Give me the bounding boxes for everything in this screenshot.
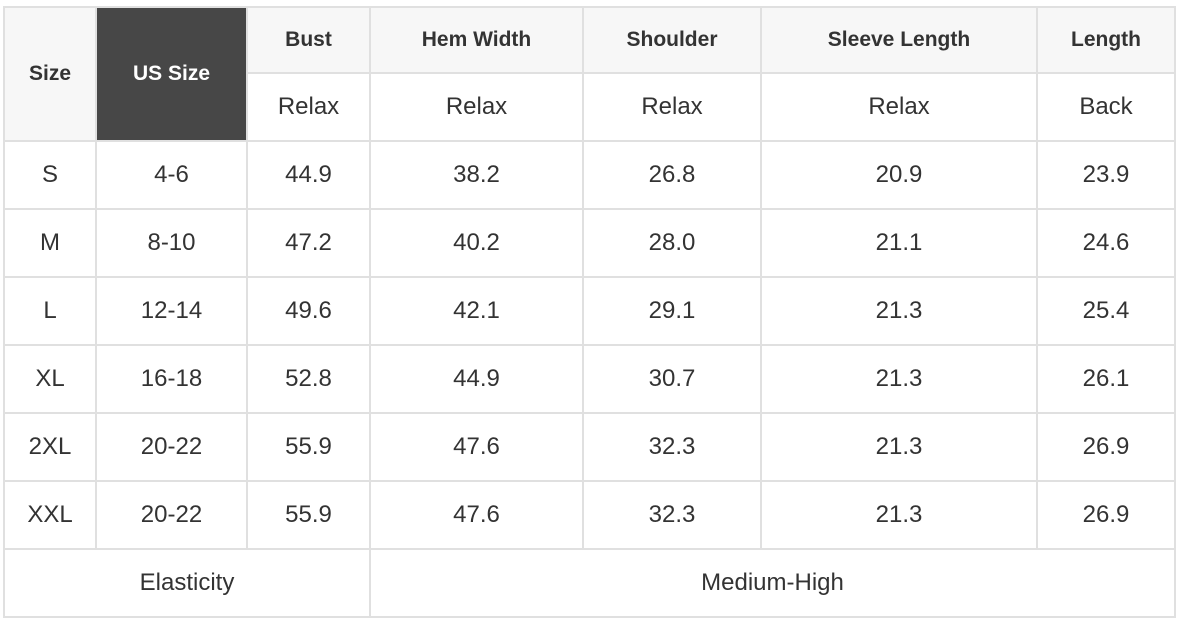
bust-cell: 44.9 (246, 140, 371, 210)
us-size-cell: 20-22 (95, 412, 248, 482)
length-subheader: Back (1036, 72, 1176, 142)
us-size-cell: 4-6 (95, 140, 248, 210)
table-row: M 8-10 47.2 40.2 28.0 21.1 24.6 (3, 208, 1176, 278)
size-chart-table: Size US Size Bust Hem Width Shoulder Sle… (3, 6, 1176, 618)
shoulder-cell: 28.0 (582, 208, 762, 278)
bust-cell: 49.6 (246, 276, 371, 346)
hem-width-cell: 47.6 (369, 412, 584, 482)
sleeve-length-cell: 20.9 (760, 140, 1038, 210)
us-size-header: US Size (95, 6, 248, 142)
elasticity-label: Elasticity (3, 548, 371, 618)
shoulder-subheader: Relax (582, 72, 762, 142)
size-cell: L (3, 276, 97, 346)
sleeve-length-cell: 21.1 (760, 208, 1038, 278)
hem-width-subheader: Relax (369, 72, 584, 142)
length-cell: 24.6 (1036, 208, 1176, 278)
size-cell: M (3, 208, 97, 278)
size-cell: XXL (3, 480, 97, 550)
hem-width-header: Hem Width (369, 6, 584, 74)
bust-header: Bust (246, 6, 371, 74)
length-cell: 26.9 (1036, 480, 1176, 550)
bust-subheader: Relax (246, 72, 371, 142)
sleeve-length-subheader: Relax (760, 72, 1038, 142)
length-cell: 25.4 (1036, 276, 1176, 346)
us-size-cell: 12-14 (95, 276, 248, 346)
header-row: Size US Size Bust Hem Width Shoulder Sle… (3, 6, 1176, 142)
length-header: Length (1036, 6, 1176, 74)
table-row: XL 16-18 52.8 44.9 30.7 21.3 26.1 (3, 344, 1176, 414)
sleeve-length-header: Sleeve Length (760, 6, 1038, 74)
hem-width-cell: 47.6 (369, 480, 584, 550)
us-size-cell: 16-18 (95, 344, 248, 414)
us-size-cell: 8-10 (95, 208, 248, 278)
hem-width-cell: 44.9 (369, 344, 584, 414)
shoulder-cell: 32.3 (582, 480, 762, 550)
table-row: 2XL 20-22 55.9 47.6 32.3 21.3 26.9 (3, 412, 1176, 482)
length-cell: 23.9 (1036, 140, 1176, 210)
table-row: S 4-6 44.9 38.2 26.8 20.9 23.9 (3, 140, 1176, 210)
elasticity-row: Elasticity Medium-High (3, 548, 1176, 618)
shoulder-header: Shoulder (582, 6, 762, 74)
bust-cell: 52.8 (246, 344, 371, 414)
sleeve-length-cell: 21.3 (760, 344, 1038, 414)
shoulder-cell: 30.7 (582, 344, 762, 414)
bust-cell: 55.9 (246, 412, 371, 482)
sleeve-length-cell: 21.3 (760, 412, 1038, 482)
shoulder-cell: 26.8 (582, 140, 762, 210)
elasticity-value: Medium-High (369, 548, 1176, 618)
hem-width-cell: 42.1 (369, 276, 584, 346)
sleeve-length-cell: 21.3 (760, 276, 1038, 346)
size-cell: 2XL (3, 412, 97, 482)
hem-width-cell: 38.2 (369, 140, 584, 210)
subheader-row: Relax Relax Relax Relax Back (4, 72, 1176, 142)
size-cell: S (3, 140, 97, 210)
hem-width-cell: 40.2 (369, 208, 584, 278)
bust-cell: 55.9 (246, 480, 371, 550)
shoulder-cell: 32.3 (582, 412, 762, 482)
us-size-cell: 20-22 (95, 480, 248, 550)
table-row: XXL 20-22 55.9 47.6 32.3 21.3 26.9 (3, 480, 1176, 550)
length-cell: 26.9 (1036, 412, 1176, 482)
size-cell: XL (3, 344, 97, 414)
size-header: Size (3, 6, 97, 142)
bust-cell: 47.2 (246, 208, 371, 278)
sleeve-length-cell: 21.3 (760, 480, 1038, 550)
table-row: L 12-14 49.6 42.1 29.1 21.3 25.4 (3, 276, 1176, 346)
shoulder-cell: 29.1 (582, 276, 762, 346)
length-cell: 26.1 (1036, 344, 1176, 414)
